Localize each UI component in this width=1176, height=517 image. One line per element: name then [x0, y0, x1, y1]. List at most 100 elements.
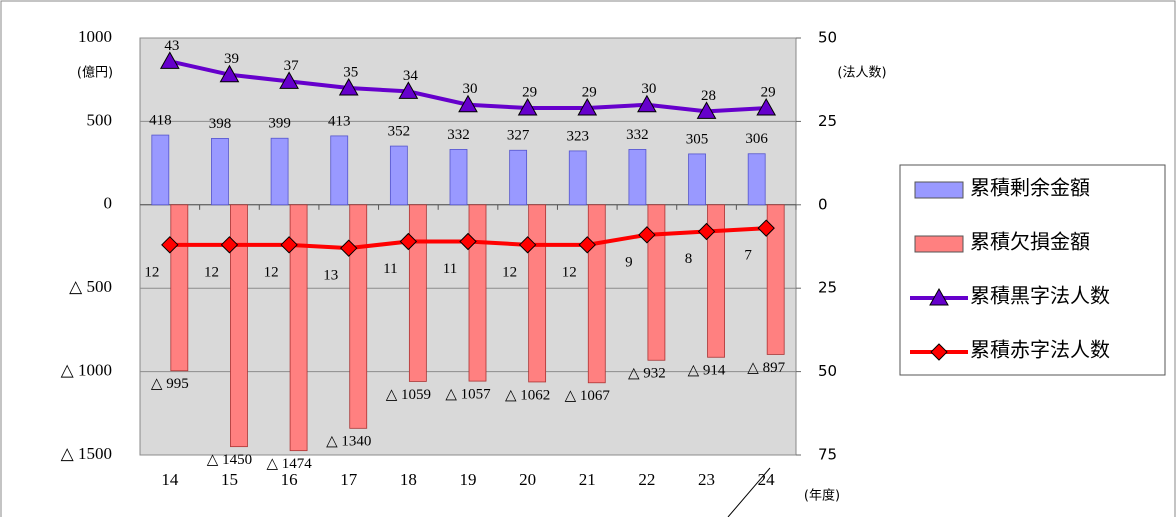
- data-label: 413: [328, 113, 351, 129]
- data-label: 327: [507, 128, 530, 144]
- y2-unit: (法人数): [837, 66, 886, 81]
- data-label: 11: [443, 261, 457, 277]
- data-label: 352: [388, 124, 411, 140]
- data-label: 332: [626, 127, 649, 143]
- marker: [696, 101, 717, 119]
- y-tick-label: 500: [87, 110, 113, 129]
- y-tick-label: 1000: [78, 27, 112, 46]
- marker: [637, 94, 657, 113]
- marker: [399, 232, 418, 251]
- bar: [408, 204, 427, 382]
- x-tick-label: 19: [460, 470, 477, 489]
- data-label: 306: [745, 131, 768, 147]
- data-label: △ 1062: [505, 387, 550, 403]
- y-tick-label: △ 1000: [61, 361, 112, 380]
- bar: [528, 204, 547, 383]
- data-label: △ 897: [747, 360, 785, 376]
- data-label: 399: [268, 116, 291, 132]
- legend-label: 累積欠損金額: [970, 231, 1090, 254]
- data-label: 39: [224, 51, 239, 67]
- legend-box: [899, 164, 1166, 376]
- bar: [211, 138, 229, 206]
- bar: [509, 149, 528, 206]
- legend-label: 累積剰余金額: [970, 177, 1090, 200]
- callout-line: [727, 467, 771, 517]
- bar: [270, 137, 289, 206]
- marker: [458, 94, 478, 113]
- marker: [340, 239, 358, 257]
- x-tick-label: 15: [221, 470, 238, 489]
- marker: [756, 98, 777, 116]
- x-tick-label: 17: [340, 470, 358, 489]
- y-unit: (億円): [77, 65, 113, 81]
- data-label: 30: [463, 81, 478, 97]
- marker: [517, 98, 538, 116]
- data-label: △ 1450: [207, 452, 252, 468]
- marker: [161, 236, 179, 254]
- bar: [389, 145, 408, 206]
- x-tick-label: 22: [638, 470, 655, 489]
- marker: [159, 51, 180, 69]
- bar: [289, 204, 308, 452]
- legend-swatch: [914, 181, 964, 199]
- data-label: 29: [522, 84, 537, 100]
- y-tick-label: △ 1500: [61, 444, 112, 463]
- y-tick-label: △ 500: [69, 277, 112, 296]
- data-label: 12: [264, 264, 279, 280]
- marker: [577, 98, 598, 116]
- y2-tick-label: 25: [818, 279, 837, 297]
- data-label: 7: [744, 248, 752, 264]
- data-label: 43: [164, 38, 179, 54]
- bar: [747, 153, 766, 206]
- data-label: 30: [641, 81, 656, 97]
- legend-label: 累積赤字法人数: [970, 339, 1110, 362]
- data-label: 8: [685, 251, 693, 267]
- marker: [697, 222, 716, 241]
- data-label: △ 1340: [326, 434, 371, 450]
- x-tick-label: 16: [281, 470, 298, 489]
- data-label: 28: [701, 88, 716, 104]
- data-label: 29: [582, 84, 597, 100]
- marker: [578, 236, 596, 254]
- bar: [449, 149, 468, 206]
- bar: [587, 204, 606, 384]
- bar: [349, 204, 368, 429]
- bar: [468, 204, 487, 382]
- y2-tick-label: 50: [818, 29, 837, 47]
- marker: [279, 71, 299, 89]
- legend-label: 累積黒字法人数: [970, 285, 1110, 308]
- y-tick-label: 0: [104, 194, 113, 213]
- data-label: 11: [383, 261, 397, 277]
- data-label: 29: [761, 84, 776, 100]
- data-label: △ 1474: [266, 456, 312, 472]
- bar: [230, 204, 248, 448]
- marker: [220, 236, 239, 254]
- y2-tick-label: 75: [818, 446, 837, 464]
- legend-marker: [929, 287, 949, 306]
- data-label: 12: [562, 264, 577, 280]
- data-label: 12: [204, 264, 219, 280]
- bar: [707, 204, 725, 358]
- data-label: △ 1057: [445, 387, 491, 403]
- data-label: △ 995: [151, 376, 189, 392]
- marker: [638, 226, 656, 244]
- marker: [398, 81, 419, 99]
- x-unit: (年度): [804, 488, 840, 504]
- bar: [766, 204, 785, 355]
- data-label: 12: [144, 264, 159, 280]
- marker: [280, 236, 298, 254]
- y2-tick-label: 0: [818, 195, 828, 213]
- marker: [219, 64, 240, 83]
- data-label: 323: [567, 128, 590, 144]
- x-tick-label: 20: [519, 470, 536, 489]
- legend-swatch: [914, 235, 964, 253]
- x-tick-label: 14: [161, 470, 179, 489]
- y2-tick-label: 25: [818, 112, 837, 130]
- x-tick-label: 21: [579, 470, 596, 489]
- bar: [628, 149, 647, 206]
- data-label: 35: [343, 64, 358, 80]
- data-label: 9: [625, 254, 633, 270]
- legend-marker: [930, 343, 948, 361]
- marker: [757, 219, 775, 237]
- data-label: 305: [686, 131, 709, 147]
